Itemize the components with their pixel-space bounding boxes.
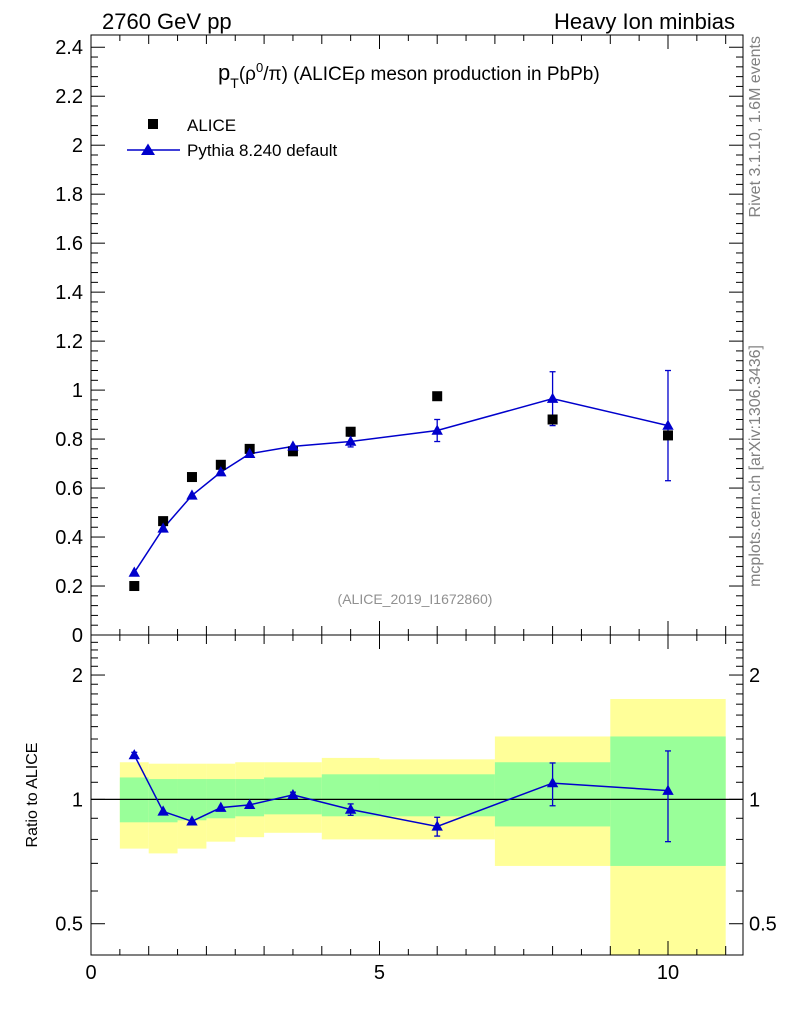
main-y-tick-label: 1 — [72, 380, 83, 402]
main-y-tick-label: 1.8 — [55, 184, 83, 206]
ratio-pythia-point — [157, 805, 169, 816]
ratio-axes: 0.5 0.5 1 1 2 2 0 5 10 — [55, 635, 777, 984]
main-y-tick-label: 1.6 — [55, 233, 83, 255]
main-y-tick-label: 2.2 — [55, 86, 83, 108]
ratio-x-tick-label: 0 — [85, 962, 96, 984]
title-rest: /π) (ALICEρ meson production in PbPb) — [263, 64, 600, 85]
pythia-point — [243, 447, 256, 458]
process-label: Heavy Ion minbias — [554, 9, 735, 34]
ratio-pythia-point — [662, 784, 674, 795]
title-sup: 0 — [256, 60, 263, 75]
main-y-tick-label: 0.6 — [55, 478, 83, 500]
main-y-tick-label: 1.2 — [55, 331, 83, 353]
pythia-point — [128, 566, 140, 577]
pythia-point — [431, 424, 443, 435]
main-plot-area — [128, 369, 674, 592]
title-p: p — [218, 60, 230, 85]
ratio-frame — [90, 634, 744, 956]
ratio-pythia-point — [287, 788, 299, 800]
ratio-green-band — [379, 774, 495, 817]
legend: ALICE Pythia 8.240 default — [127, 116, 338, 160]
pythia-point — [215, 466, 227, 477]
analysis-watermark: (ALICE_2019_I1672860) — [338, 591, 493, 607]
ratio-y-tick-label-right: 0.5 — [749, 914, 777, 936]
pythia-point — [157, 522, 169, 533]
pythia-line — [133, 397, 669, 573]
alice-point — [215, 459, 226, 470]
alice-point — [432, 391, 443, 402]
legend-pythia-marker — [141, 143, 155, 155]
ratio-pythia-line — [133, 754, 669, 828]
plot-title: pT(ρ0/π) (ALICEρ meson production in PbP… — [218, 60, 600, 91]
ratio-pythia-point — [243, 798, 256, 810]
ratio-y-tick-label-right: 2 — [749, 665, 760, 687]
title-paren: (ρ — [239, 64, 256, 85]
main-panel: 00.20.40.60.811.21.41.61.822.22.4 pT(ρ0/… — [55, 34, 744, 647]
ratio-ylabel: Ratio to ALICE — [24, 743, 41, 848]
title-sub: T — [230, 75, 239, 91]
pythia-point — [344, 435, 357, 446]
ratio-pythia-point — [344, 803, 357, 814]
alice-point — [345, 426, 356, 437]
legend-alice-label: ALICE — [187, 116, 236, 135]
main-y-tick-label: 2.4 — [55, 37, 83, 59]
alice-point — [547, 414, 558, 425]
ratio-green-band — [235, 779, 265, 817]
ratio-y-tick-label: 0.5 — [55, 914, 83, 936]
ratio-green-band — [148, 779, 178, 823]
collision-energy-label: 2760 GeV pp — [102, 9, 232, 34]
ratio-y-tick-label: 2 — [72, 665, 83, 687]
pythia-point — [287, 440, 299, 451]
legend-alice-marker — [148, 119, 158, 129]
ratio-pythia-point — [128, 749, 140, 760]
ratio-pythia-point — [546, 777, 559, 788]
main-y-tick-label: 0.4 — [55, 527, 83, 549]
rivet-version-label: Rivet 3.1.10, 1.6M events — [747, 36, 764, 217]
ratio-pythia-point — [215, 801, 227, 812]
alice-point — [662, 430, 673, 441]
legend-pythia-label: Pythia 8.240 default — [187, 141, 338, 160]
main-axes: 0 0.2 0.4 0.6 0.8 1 1.2 1.4 1.6 1.8 2 2.2 2.4 — [55, 35, 743, 647]
ratio-pythia-point — [186, 815, 198, 826]
ratio-pythia-point — [431, 820, 443, 831]
mcplots-label: mcplots.cern.ch [arXiv:1306.3436] — [747, 345, 764, 587]
ratio-panel: 0.5 0.5 1 1 2 2 0 5 10 Ratio to ALICE — [24, 634, 777, 984]
ratio-y-tick-label-right: 1 — [749, 789, 760, 811]
main-y-tick-label: 1.4 — [55, 282, 83, 304]
main-y-tick-label: 0 — [72, 625, 83, 647]
ratio-x-tick-label: 10 — [657, 962, 679, 984]
main-y-tick-label: 0.2 — [55, 576, 83, 598]
alice-point — [287, 446, 298, 457]
pythia-point — [662, 419, 674, 430]
ratio-y-tick-label: 1 — [72, 789, 83, 811]
main-y-tick-label: 2 — [72, 135, 83, 157]
pythia-point — [546, 392, 559, 403]
main-y-tick-label: 0.8 — [55, 429, 83, 451]
ratio-x-tick-label: 5 — [374, 962, 385, 984]
pythia-point — [186, 489, 198, 500]
ratio-plot-area — [91, 698, 743, 955]
alice-point — [186, 472, 197, 483]
alice-point — [158, 516, 169, 527]
alice-point — [129, 581, 140, 592]
